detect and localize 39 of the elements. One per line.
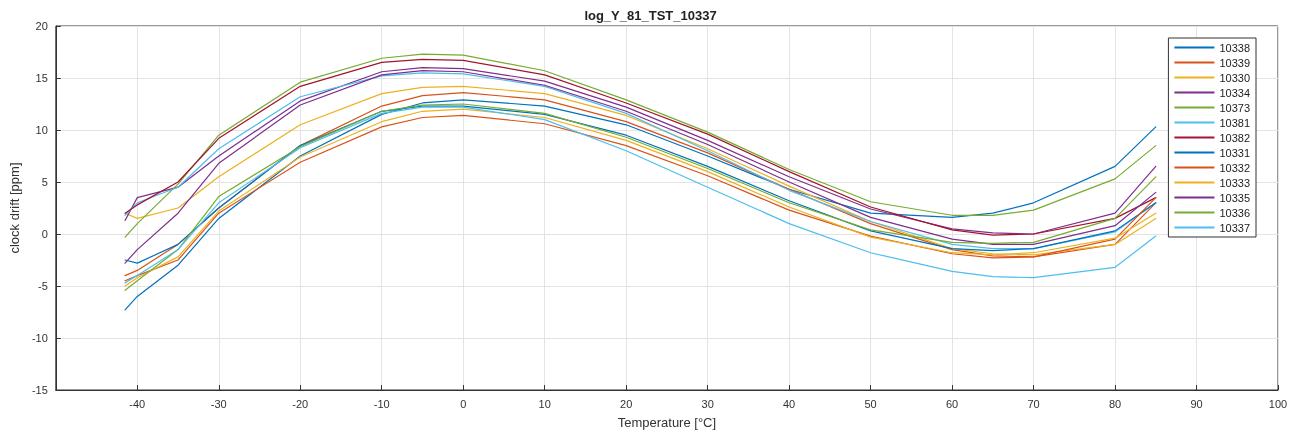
legend-label: 10336 (1219, 206, 1251, 219)
y-tick-label: 10 (35, 124, 48, 136)
y-tick-label: -15 (31, 384, 48, 396)
chart-title: log_Y_81_TST_10337 (584, 8, 717, 23)
legend-label: 10335 (1219, 191, 1251, 204)
legend-label: 10373 (1219, 101, 1251, 114)
x-tick-label: 40 (782, 397, 796, 410)
x-tick-label: 0 (460, 397, 467, 410)
legend-label: 10331 (1219, 146, 1251, 159)
y-axis-title: clock drift [ppm] (7, 162, 22, 254)
x-tick-label: -30 (210, 397, 227, 410)
x-tick-label: -10 (373, 397, 390, 410)
x-tick-label: 100 (1268, 397, 1288, 410)
x-tick-label: -40 (129, 397, 146, 410)
x-tick-label: -20 (292, 397, 309, 410)
legend-label: 10334 (1219, 86, 1251, 99)
y-tick-label: -10 (31, 332, 48, 344)
x-tick-label: 80 (1108, 397, 1122, 410)
legend-label: 10339 (1219, 56, 1251, 69)
legend-label: 10332 (1219, 161, 1251, 174)
x-tick-label: 60 (945, 397, 959, 410)
legend-label: 10338 (1219, 41, 1251, 54)
x-tick-label: 20 (620, 397, 633, 410)
x-tick-label: 30 (701, 397, 714, 410)
y-tick-label: 0 (41, 228, 48, 240)
x-tick-label: 90 (1190, 397, 1203, 410)
legend-label: 10330 (1219, 71, 1251, 84)
x-axis-title: Temperature [°C] (617, 415, 717, 430)
y-tick-label: -5 (38, 280, 48, 292)
y-tick-label: 5 (41, 176, 48, 188)
x-tick-label: 10 (538, 397, 551, 410)
y-tick-label: 15 (35, 72, 48, 84)
x-tick-label: 70 (1027, 397, 1040, 410)
legend-label: 10337 (1219, 221, 1251, 234)
x-tick-label: 50 (864, 397, 877, 410)
legend-label: 10382 (1219, 131, 1251, 144)
y-tick-label: 20 (35, 20, 48, 32)
legend-label: 10333 (1219, 176, 1251, 189)
legend-label: 10381 (1219, 116, 1251, 129)
